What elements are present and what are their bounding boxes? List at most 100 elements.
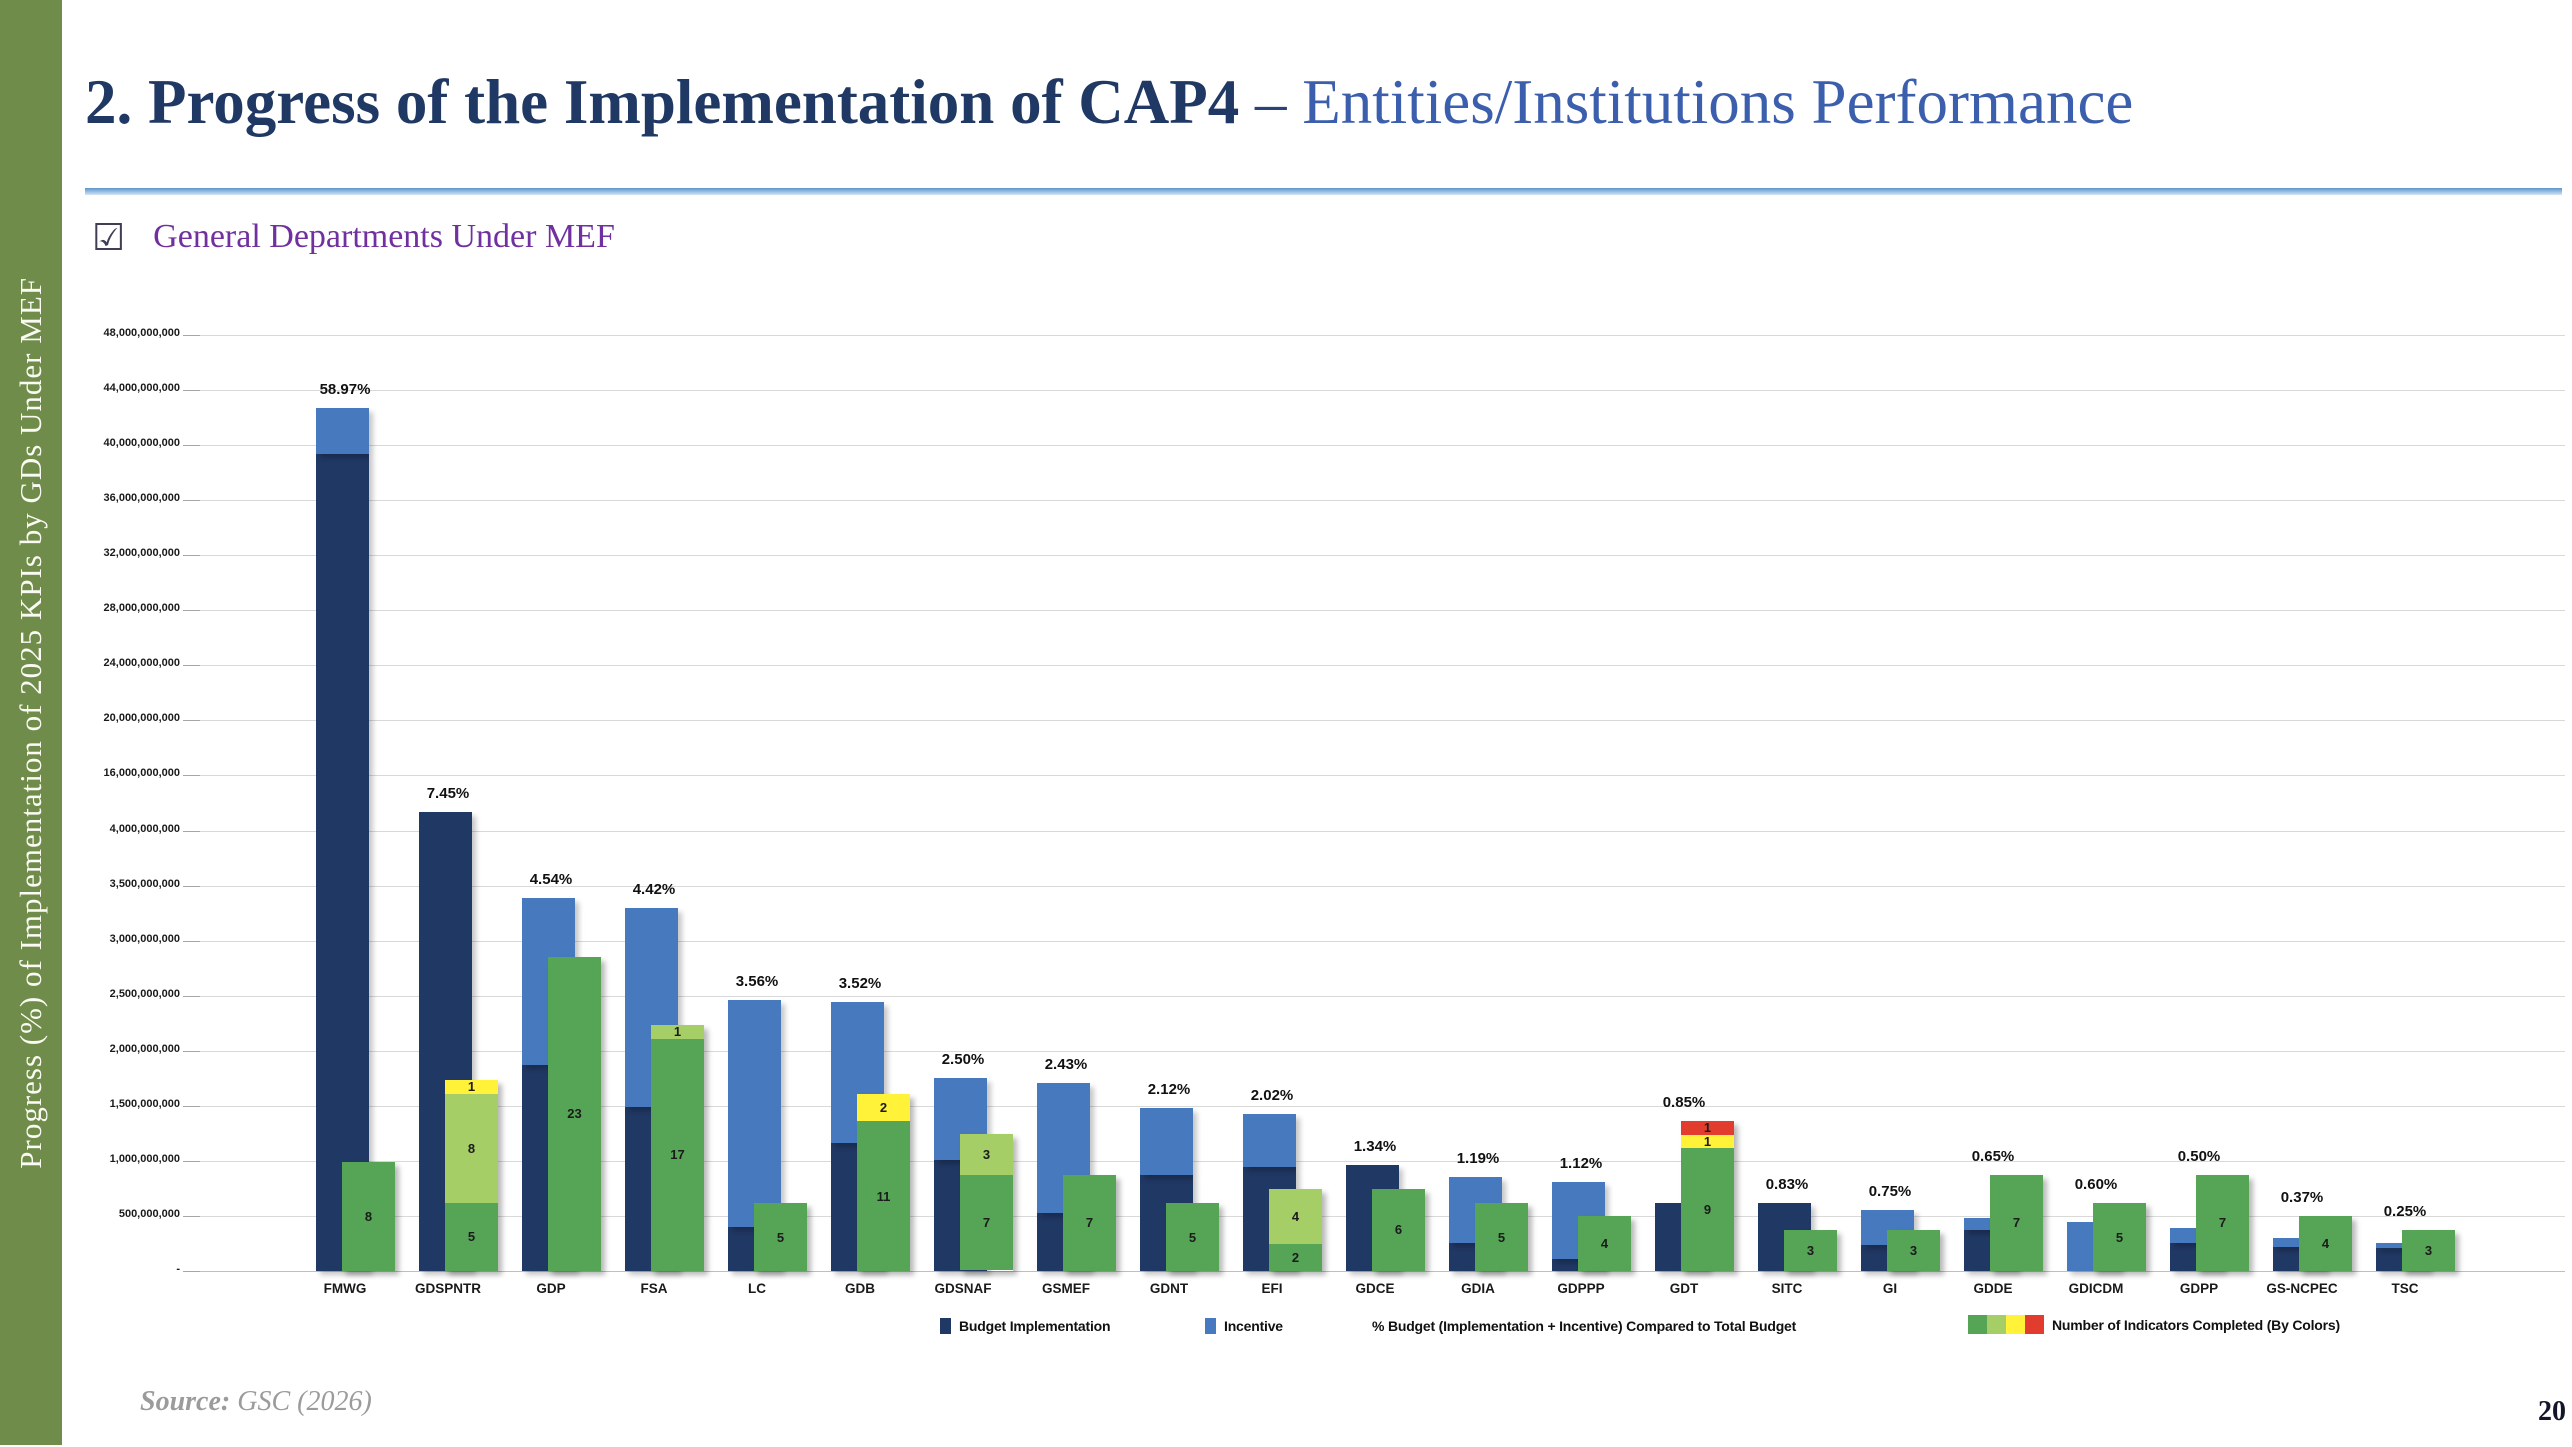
indicator-segment-yellow: 1: [445, 1080, 498, 1094]
bar-percentage-label: 0.65%: [1971, 1148, 2015, 1165]
section-heading: ☑ General Departments Under MEF: [92, 218, 615, 256]
indicator-count-label: 5: [776, 1229, 785, 1245]
x-axis-category-label: SITC: [1771, 1281, 1803, 1296]
yellow-swatch-icon: [2006, 1315, 2025, 1334]
sidebar-strip: Progress (%) of Implementation of 2025 K…: [0, 0, 62, 1445]
bar-percentage-label: 58.97%: [319, 381, 371, 398]
y-axis-tick: [183, 1271, 200, 1272]
indicator-count-label: 2: [1291, 1249, 1300, 1265]
x-axis-category-label: GI: [1882, 1281, 1898, 1296]
x-axis-category-label: GDSNAF: [934, 1281, 992, 1296]
page-title: 2. Progress of the Implementation of CAP…: [85, 67, 2565, 137]
legend-label: Number of Indicators Completed (By Color…: [2052, 1316, 2340, 1333]
source-text: GSC (2026): [230, 1386, 372, 1417]
bar-indicators-stack: 4: [1578, 1216, 1631, 1271]
indicator-count-label: 1: [673, 1025, 682, 1039]
bar-percentage-label: 0.83%: [1765, 1176, 1809, 1193]
indicator-count-label: 1: [467, 1080, 476, 1094]
y-axis-tick: [183, 335, 200, 336]
indicator-segment-green: 7: [1063, 1175, 1116, 1271]
bar-incentive: [1140, 1108, 1193, 1175]
y-axis-tick: [183, 555, 200, 556]
indicator-segment-green: 4: [2299, 1216, 2352, 1271]
indicator-segment-green: 5: [2093, 1203, 2146, 1271]
x-axis-category-label: GDICDM: [2068, 1281, 2124, 1296]
legend-label: Incentive: [1224, 1318, 1283, 1334]
x-axis-category-label: EFI: [1261, 1281, 1283, 1296]
legend-item-indicators: Number of Indicators Completed (By Color…: [1968, 1315, 2340, 1334]
y-axis-tick: [183, 775, 200, 776]
bar-percentage-label: 0.25%: [2383, 1203, 2427, 1220]
x-axis-category-label: GSMEF: [1041, 1281, 1090, 1296]
gridline: [200, 831, 2565, 832]
gridline: [200, 500, 2565, 501]
red-swatch-icon: [2025, 1315, 2044, 1334]
gridline: [200, 720, 2565, 721]
indicator-count-label: 9: [1703, 1202, 1712, 1218]
indicator-segment-green: 4: [1578, 1216, 1631, 1271]
y-axis-label: 40,000,000,000: [103, 437, 180, 449]
gridline: [200, 390, 2565, 391]
indicator-segment-green: 23: [548, 957, 601, 1271]
indicator-count-label: 4: [1291, 1208, 1300, 1224]
indicator-segment-red: 1: [1681, 1121, 1734, 1135]
y-axis-label: 24,000,000,000: [103, 657, 180, 669]
indicator-segment-green: 3: [1784, 1230, 1837, 1271]
section-heading-label: General Departments Under MEF: [153, 218, 615, 255]
bar-indicators-stack: 6: [1372, 1189, 1425, 1271]
y-axis-tick: [183, 1161, 200, 1162]
bar-incentive: [316, 408, 369, 454]
indicator-segment-light-green: 1: [651, 1025, 704, 1039]
bar-percentage-label: 4.54%: [529, 871, 573, 888]
bar-percentage-label: 0.50%: [2177, 1148, 2221, 1165]
bar-indicators-stack: 3: [1887, 1230, 1940, 1271]
y-axis-label: 3,000,000,000: [109, 933, 180, 945]
indicator-count-label: 17: [670, 1147, 685, 1163]
indicator-count-label: 1: [1703, 1134, 1712, 1149]
bar-percentage-label: 3.56%: [735, 973, 779, 990]
bar-percentage-label: 2.02%: [1250, 1087, 1294, 1104]
indicator-segment-green: 6: [1372, 1189, 1425, 1271]
bar-indicators-stack: 8: [342, 1162, 395, 1271]
bar-indicators-stack: 7: [1063, 1175, 1116, 1271]
indicator-segment-green: 5: [445, 1202, 498, 1271]
indicator-segment-green: 8: [342, 1162, 395, 1271]
y-axis-label: 48,000,000,000: [103, 327, 180, 339]
x-axis-category-label: GDSPNTR: [414, 1281, 481, 1296]
indicator-segment-green: 7: [960, 1174, 1013, 1271]
bar-percentage-label: 3.52%: [838, 975, 882, 992]
y-axis-tick: [183, 996, 200, 997]
gridline: [200, 1161, 2565, 1162]
bar-percentage-label: 1.19%: [1456, 1150, 1500, 1167]
indicator-count-label: 1: [1703, 1121, 1712, 1135]
x-axis-category-label: GDDE: [1973, 1281, 2013, 1296]
legend-item-budget-implementation: Budget Implementation: [940, 1318, 1111, 1334]
indicator-count-label: 3: [982, 1146, 991, 1162]
indicator-count-label: 8: [364, 1209, 373, 1224]
page-title-accent: Entities/Institutions Performance: [1302, 67, 2134, 137]
bar-percentage-label: 4.42%: [632, 881, 676, 898]
indicator-count-label: 5: [1188, 1229, 1197, 1245]
bar-percentage-label: 0.85%: [1662, 1094, 1706, 1111]
y-axis-tick: [183, 610, 200, 611]
y-axis-label: 1,000,000,000: [109, 1153, 180, 1165]
page-title-dash: –: [1255, 67, 1303, 137]
y-axis-tick: [183, 1106, 200, 1107]
legend-label: % Budget (Implementation + Incentive) Co…: [1372, 1318, 1797, 1334]
gridline: [200, 1106, 2565, 1107]
y-axis-tick: [183, 831, 200, 832]
source-note: Source: GSC (2026): [140, 1386, 372, 1418]
bar-indicators-stack: 1 17: [651, 1025, 704, 1271]
indicator-count-label: 23: [567, 1106, 582, 1122]
y-axis-label: 16,000,000,000: [103, 767, 180, 779]
bar-indicators-stack: 1 8 5: [445, 1080, 498, 1271]
x-axis-category-label: GDNT: [1149, 1281, 1189, 1296]
y-axis-tick: [183, 886, 200, 887]
x-axis-category-label: GDPPP: [1557, 1281, 1605, 1296]
bar-percentage-label: 0.75%: [1868, 1183, 1912, 1200]
gridline: [200, 941, 2565, 942]
indicator-segment-yellow: 2: [857, 1094, 910, 1122]
indicator-count-label: 4: [1600, 1235, 1609, 1251]
gridline: [200, 775, 2565, 776]
